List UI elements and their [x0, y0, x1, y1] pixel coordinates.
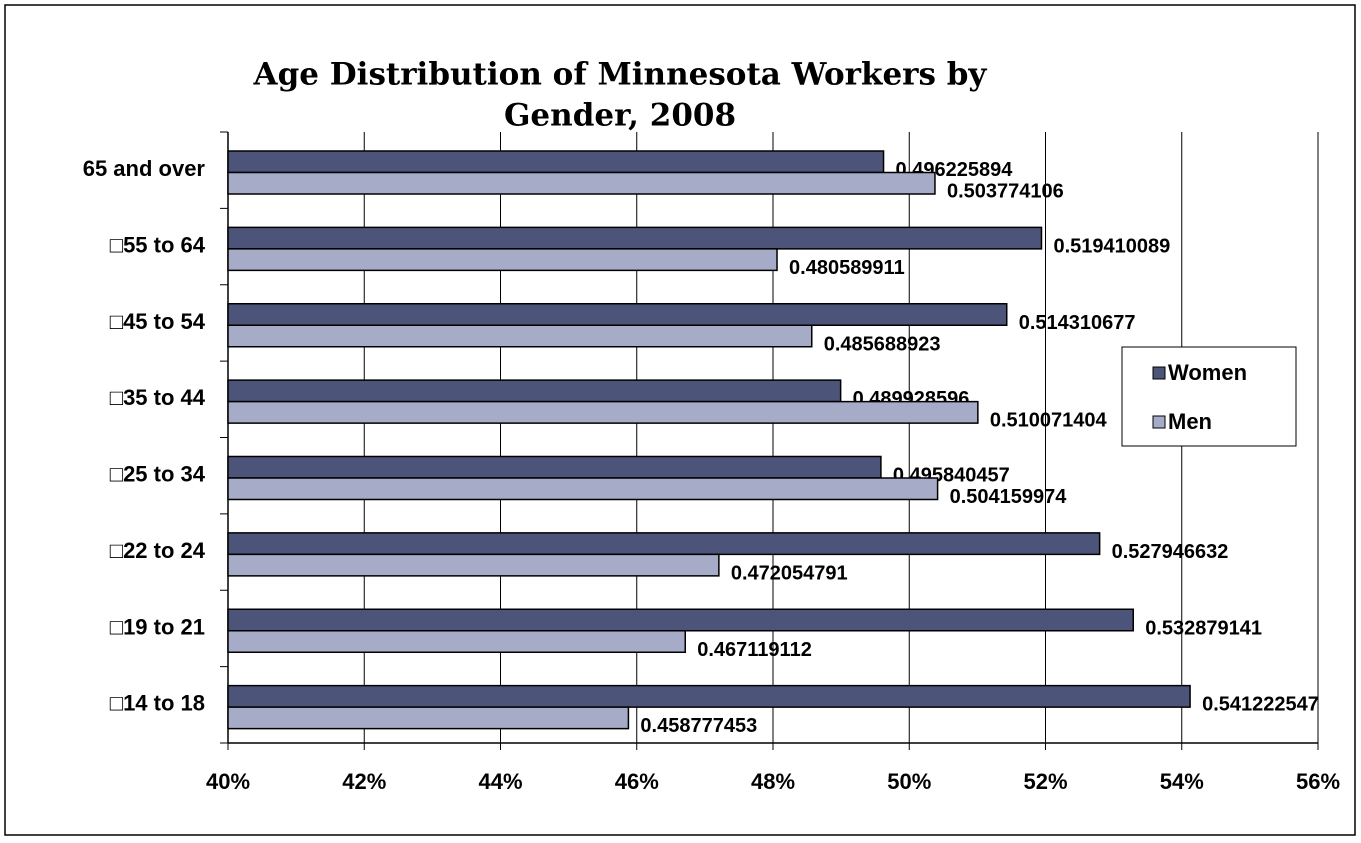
x-tick-label: 44%: [478, 769, 522, 794]
chart-title: Gender, 2008: [504, 98, 736, 134]
data-label: 0.527946632: [1112, 541, 1229, 563]
legend-label: Women: [1168, 360, 1247, 385]
bar: [227, 630, 686, 653]
bar: [227, 608, 1134, 632]
data-label: 0.503774106: [947, 181, 1064, 203]
y-tick-label: □45 to 54: [110, 309, 206, 334]
legend-swatch: [1152, 415, 1166, 429]
bar: [227, 706, 630, 730]
legend-label: Men: [1168, 409, 1212, 434]
bar: [227, 171, 936, 195]
bar: [227, 150, 885, 174]
bar: [227, 226, 1043, 250]
chart-title: Age Distribution of Minnesota Workers by: [253, 57, 988, 93]
bar: [227, 684, 1191, 708]
data-label: 0.485688923: [824, 333, 941, 355]
bar: [227, 248, 778, 272]
y-tick-label: □55 to 64: [110, 232, 206, 257]
y-tick-label: □14 to 18: [110, 691, 205, 716]
bar: [227, 532, 1101, 556]
legend-swatch: [1152, 366, 1166, 380]
y-tick-label: □35 to 44: [110, 385, 206, 410]
data-label: 0.458777453: [640, 715, 757, 737]
data-label: 0.519410089: [1053, 235, 1170, 257]
x-tick-label: 42%: [342, 769, 386, 794]
bar: [227, 324, 813, 348]
bar: [227, 455, 882, 479]
x-tick-label: 48%: [751, 769, 795, 794]
y-tick-label: 65 and over: [83, 156, 206, 181]
y-tick-label: □19 to 21: [110, 614, 205, 639]
x-tick-label: 50%: [887, 769, 931, 794]
bar: [227, 379, 842, 403]
data-label: 0.532879141: [1145, 617, 1262, 639]
x-tick-label: 52%: [1023, 769, 1067, 794]
data-label: 0.514310677: [1019, 312, 1136, 334]
x-tick-label: 40%: [206, 769, 250, 794]
bar: [227, 303, 1008, 326]
x-tick-label: 56%: [1296, 769, 1340, 794]
x-tick-label: 54%: [1160, 769, 1204, 794]
data-label: 0.472054791: [731, 562, 848, 584]
data-label: 0.480589911: [789, 257, 905, 279]
data-label: 0.541222547: [1202, 694, 1319, 716]
y-tick-label: □25 to 34: [110, 462, 206, 487]
data-label: 0.504159974: [950, 486, 1068, 508]
legend-box: [1121, 346, 1297, 447]
x-tick-label: 46%: [615, 769, 659, 794]
data-label: 0.510071404: [990, 410, 1108, 432]
data-label: 0.467119112: [697, 639, 812, 661]
bar: [227, 477, 939, 501]
y-tick-label: □22 to 24: [110, 538, 206, 563]
bar: [227, 400, 979, 424]
bar: [227, 553, 720, 577]
